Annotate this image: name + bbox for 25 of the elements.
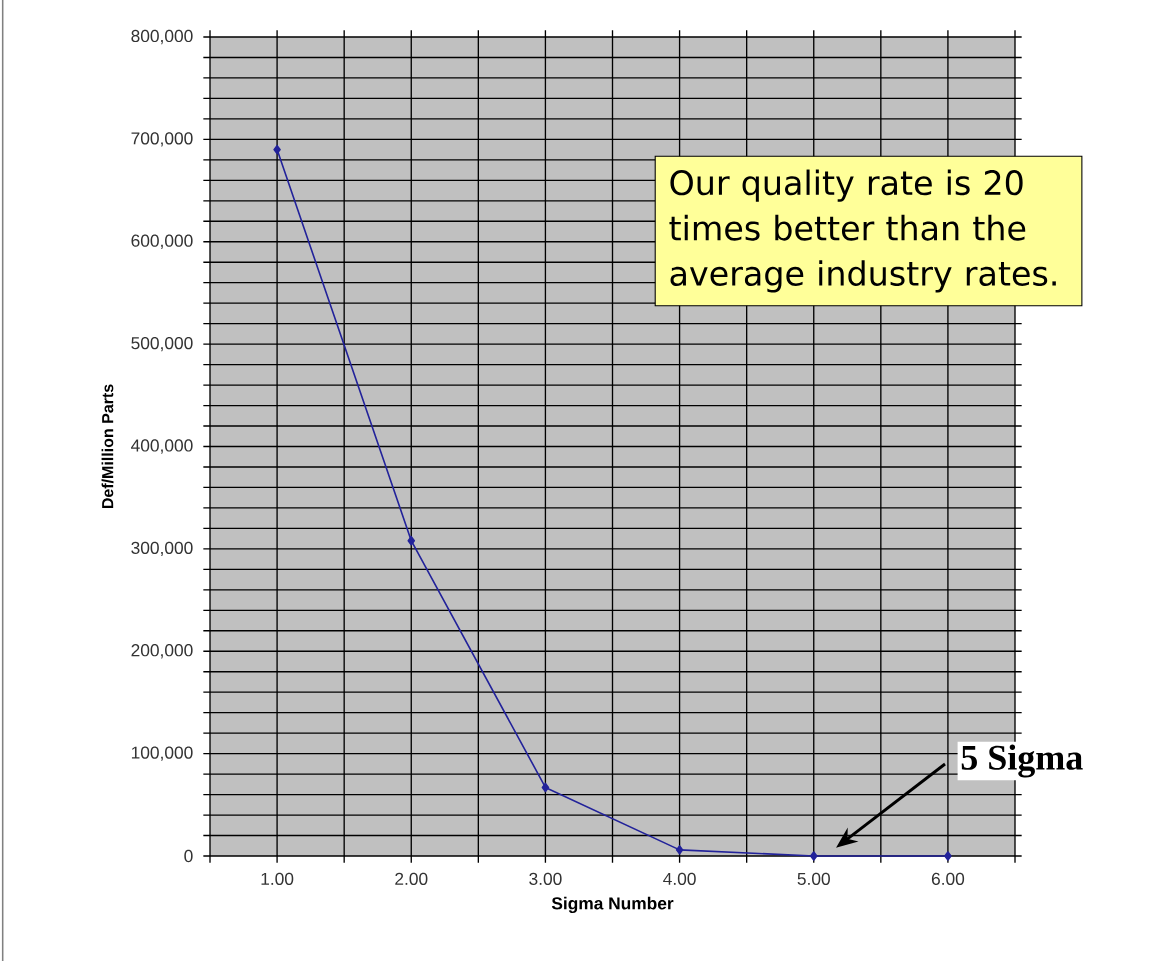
y-tick-label: 500,000 bbox=[131, 336, 193, 352]
annotation: 5 Sigma bbox=[961, 744, 1083, 778]
x-tick-label: 6.00 bbox=[931, 872, 965, 885]
y-axis-title: Def/Million Parts bbox=[101, 384, 114, 509]
y-tick-label: 100,000 bbox=[131, 746, 193, 761]
annotation: Our quality rate is 20 times better than the average industry rates. bbox=[669, 169, 1056, 293]
x-tick-label: 5.00 bbox=[797, 872, 830, 885]
y-tick-label: 800,000 bbox=[131, 29, 193, 45]
point bbox=[273, 144, 281, 155]
y-tick-label: 200,000 bbox=[131, 644, 193, 659]
point bbox=[944, 851, 952, 861]
point bbox=[675, 845, 684, 855]
y-tick-label: 300,000 bbox=[131, 541, 193, 557]
x-axis-title: Sigma Number bbox=[551, 896, 674, 914]
y-tick-label: 600,000 bbox=[131, 234, 193, 249]
y-tick-label: 0 bbox=[184, 849, 193, 863]
x-tick-label: 2.00 bbox=[395, 872, 428, 885]
point bbox=[809, 851, 818, 861]
y-tick-label: 700,000 bbox=[131, 132, 193, 147]
point bbox=[407, 535, 416, 546]
y-tick-label: 400,000 bbox=[131, 439, 193, 454]
x-tick-label: 4.00 bbox=[663, 872, 696, 885]
x-tick-label: 3.00 bbox=[529, 872, 562, 885]
x-tick-label: 1.00 bbox=[261, 872, 294, 885]
point bbox=[541, 782, 550, 793]
